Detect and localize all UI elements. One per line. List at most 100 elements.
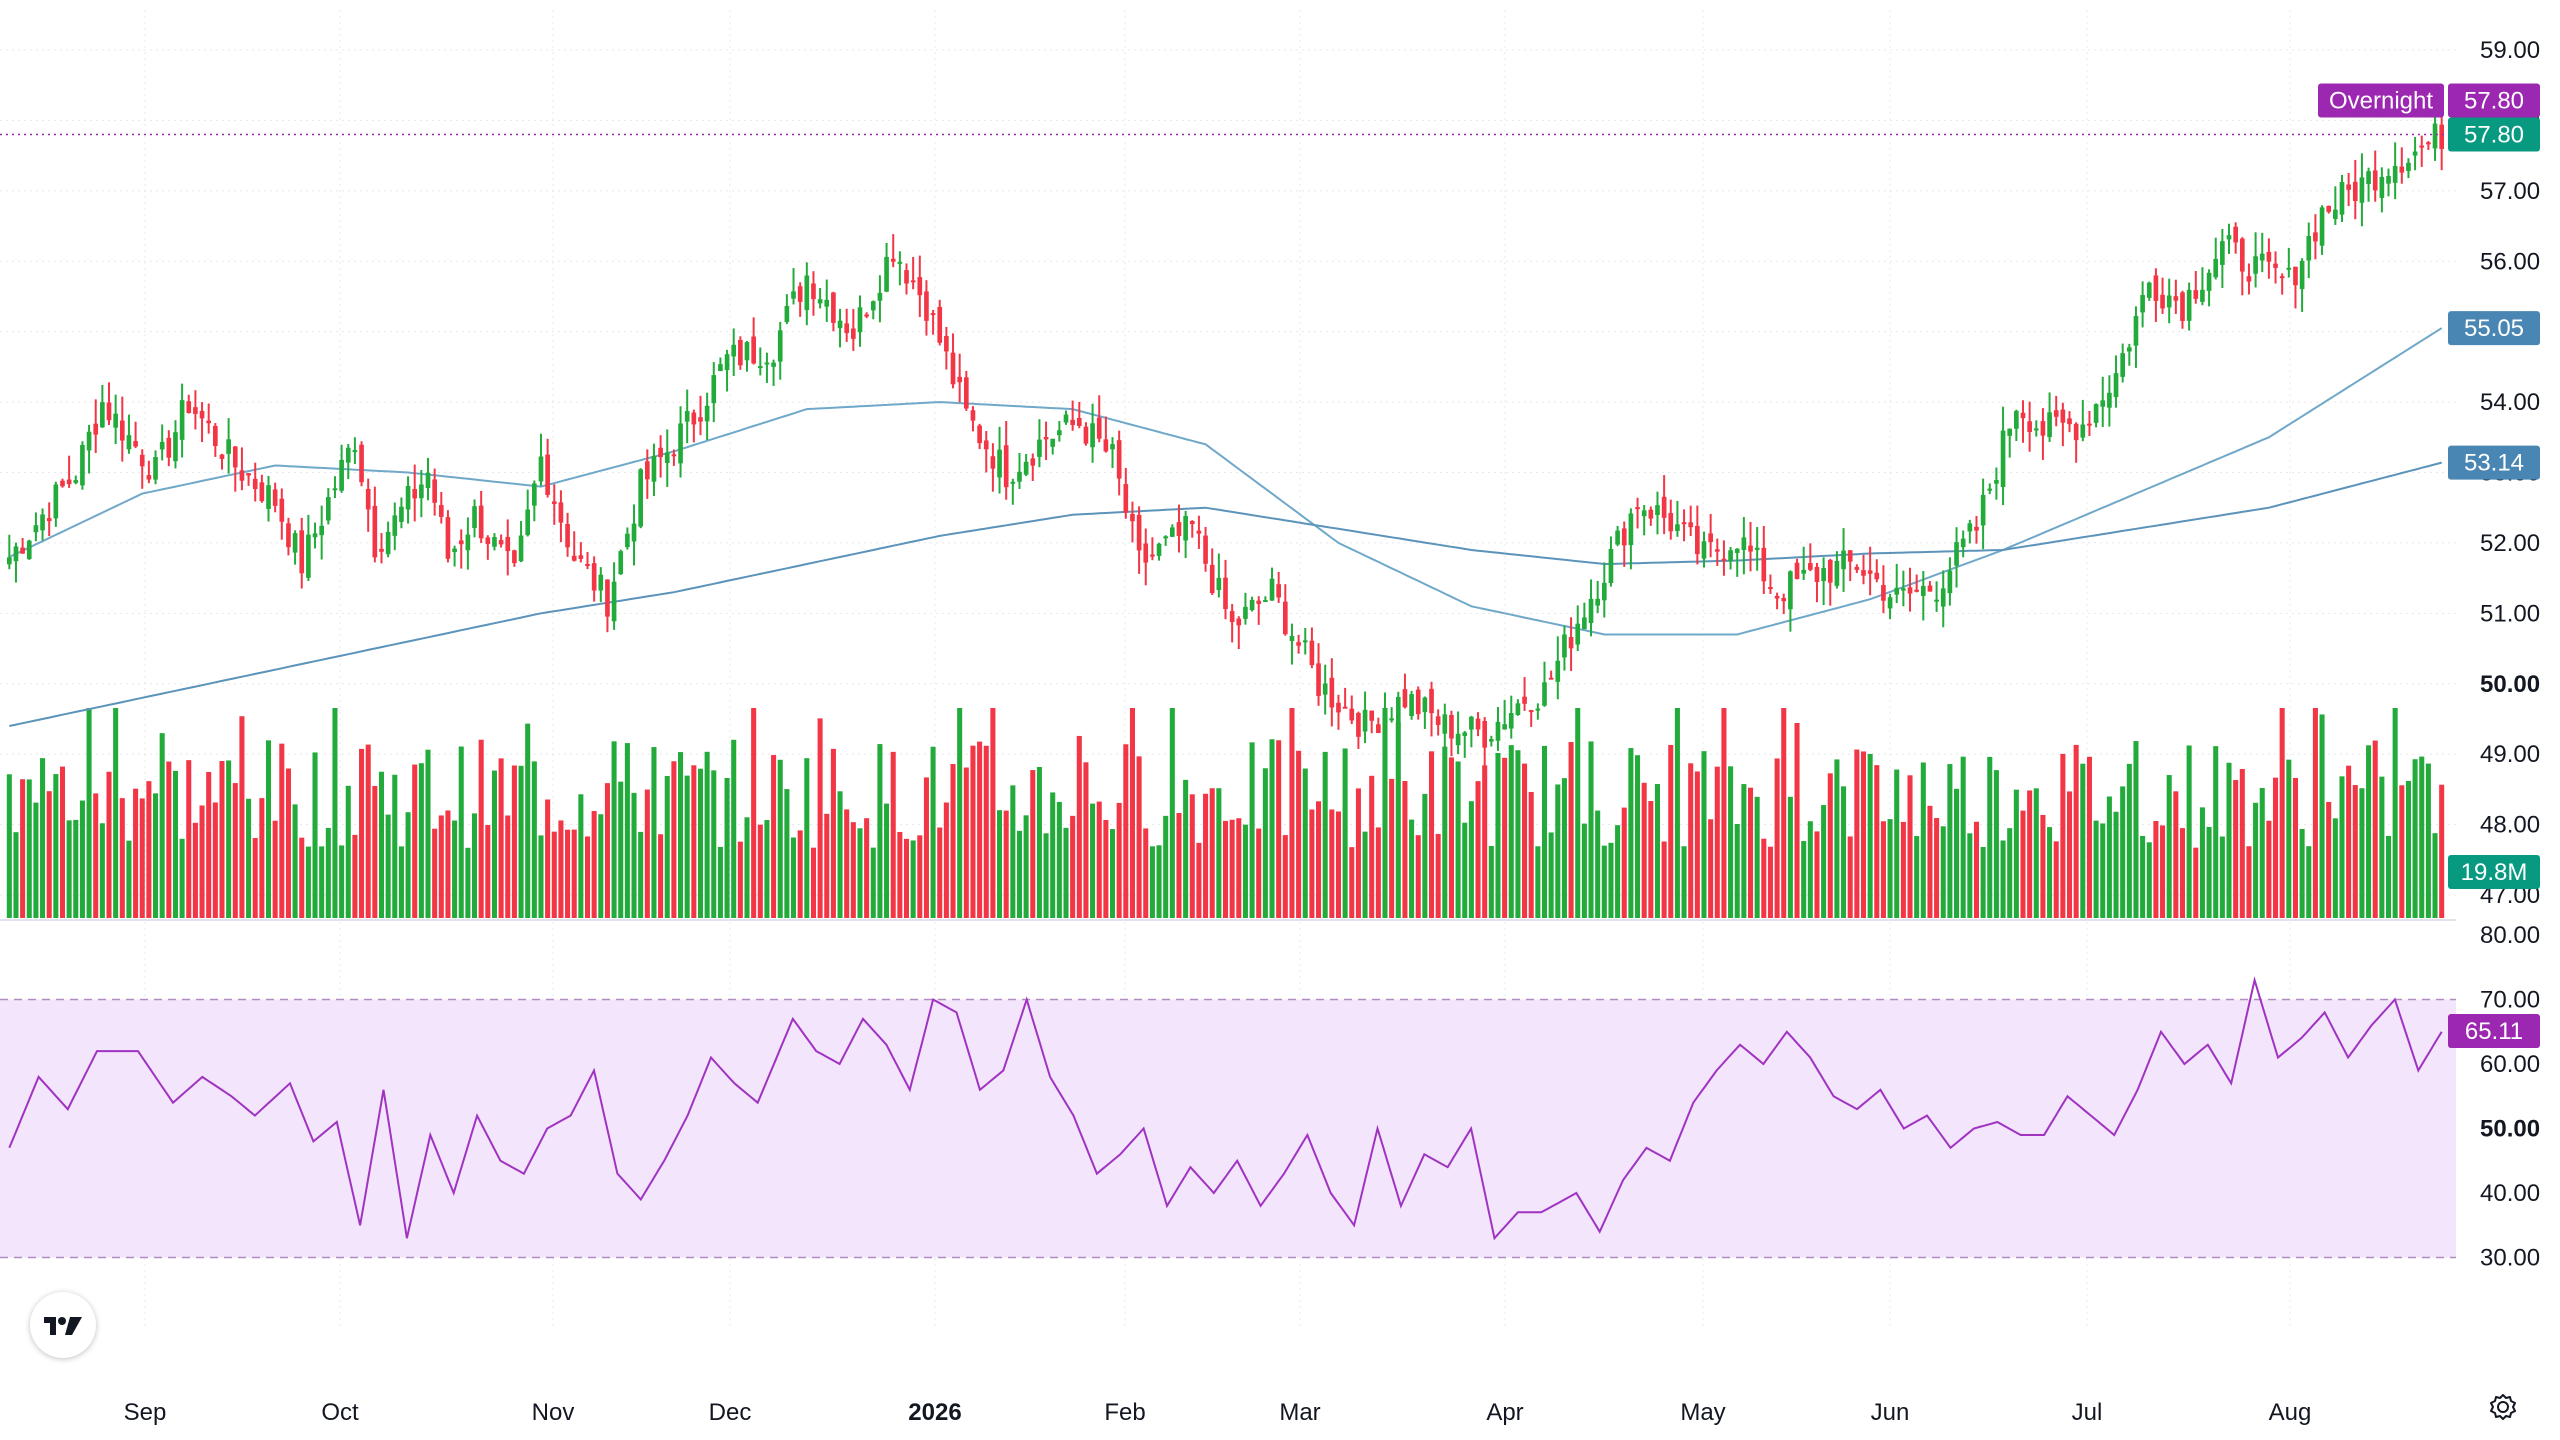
candle-body (1974, 526, 1979, 531)
volume-bar (804, 758, 810, 918)
candle-body (1143, 543, 1149, 563)
volume-bar (724, 777, 730, 918)
chart-settings-icon[interactable] (2488, 1392, 2518, 1422)
volume-bar (618, 781, 624, 918)
candle-body (1489, 739, 1494, 742)
volume-bar (691, 765, 697, 918)
price-tick-label: 50.00 (2480, 671, 2540, 698)
volume-bar (1123, 744, 1129, 918)
overnight-label: Overnight (2329, 88, 2433, 115)
candle-body (1934, 599, 1939, 602)
volume-bar (2425, 763, 2431, 918)
volume-bar (717, 846, 723, 918)
candle-body (2286, 267, 2292, 270)
volume-bar (1714, 766, 1720, 918)
volume-bar (1010, 785, 1016, 918)
candle-body (193, 407, 198, 414)
candle-body (771, 362, 776, 367)
candle-body (13, 546, 19, 562)
candle-body (40, 514, 45, 531)
candle-body (1927, 585, 1933, 592)
volume-bar (119, 798, 125, 918)
candle-body (1123, 484, 1129, 513)
candle-body (684, 411, 690, 422)
candle-body (1030, 458, 1036, 466)
volume-bar (1302, 768, 1308, 918)
last-price-tag: 57.80 (2464, 122, 2524, 149)
volume-bar (505, 815, 511, 918)
volume-bar (1422, 793, 1428, 918)
candle-body (379, 548, 384, 552)
tradingview-logo-icon[interactable] (30, 1292, 96, 1358)
volume-bar (1535, 846, 1541, 918)
candle-body (1741, 537, 1747, 550)
volume-bar (59, 766, 66, 918)
candle-body (1057, 430, 1062, 436)
volume-bar (1402, 781, 1408, 918)
volume-bar (2073, 744, 2079, 918)
candle-body (1601, 582, 1607, 601)
candle-body (166, 437, 172, 458)
volume-bar (159, 733, 165, 918)
volume-bar (1522, 763, 1528, 918)
volume-bar (2253, 802, 2259, 918)
candle-body (2067, 418, 2072, 425)
candle-body (1814, 566, 1820, 582)
volume-bar (1409, 819, 1415, 918)
volume-bar (910, 840, 916, 918)
candle-body (1887, 597, 1893, 609)
candle-body (2014, 410, 2019, 429)
time-tick-label: Mar (1279, 1399, 1320, 1426)
volume-bar (146, 781, 152, 918)
volume-bar (485, 825, 491, 918)
volume-bar (864, 818, 870, 918)
volume-bar (312, 752, 318, 918)
volume-bar (1947, 764, 1953, 918)
candle-body (1641, 510, 1647, 517)
price-tick-label: 51.00 (2480, 600, 2540, 627)
volume-bar (937, 827, 943, 918)
volume-bar (1940, 826, 1946, 918)
candle-body (452, 548, 457, 553)
volume-bar (1216, 788, 1222, 918)
candle-body (2186, 289, 2192, 321)
volume-bar (432, 828, 438, 918)
volume-bar (578, 794, 584, 918)
volume-bar (1914, 836, 1920, 918)
candle-body (2166, 295, 2172, 308)
volume-bar (2113, 811, 2119, 918)
candle-body (2060, 409, 2066, 423)
time-tick-label: Feb (1104, 1399, 1145, 1426)
volume-bar (2080, 763, 2086, 918)
volume-bar (2385, 835, 2392, 918)
candle-body (757, 366, 763, 369)
candle-body (1515, 703, 1521, 716)
volume-bar (153, 793, 159, 918)
volume-bar (963, 767, 969, 918)
volume-bar (2007, 828, 2013, 918)
candle-body (1395, 696, 1401, 725)
volume-bar (1980, 846, 1986, 918)
volume-bar (272, 820, 278, 918)
volume-bar (2126, 763, 2132, 918)
candle-body (870, 301, 876, 311)
candle-body (2073, 423, 2079, 441)
volume-bar (252, 838, 258, 918)
volume-bar (13, 832, 19, 918)
candle-body (1661, 496, 1667, 518)
candle-body (1309, 640, 1315, 666)
candle-body (93, 423, 99, 435)
candle-body (498, 540, 504, 545)
volume-bar (1954, 788, 1960, 918)
candle-body (1748, 545, 1753, 552)
volume-bar (797, 830, 803, 918)
time-tick-label: Nov (532, 1399, 575, 1426)
candle-body (1203, 535, 1208, 564)
candle-body (691, 412, 697, 425)
candle-body (2206, 272, 2212, 291)
volume-bar (40, 758, 46, 918)
volume-bar (1256, 828, 1262, 918)
candle-body (1096, 417, 1102, 439)
candle-body (1562, 634, 1567, 658)
